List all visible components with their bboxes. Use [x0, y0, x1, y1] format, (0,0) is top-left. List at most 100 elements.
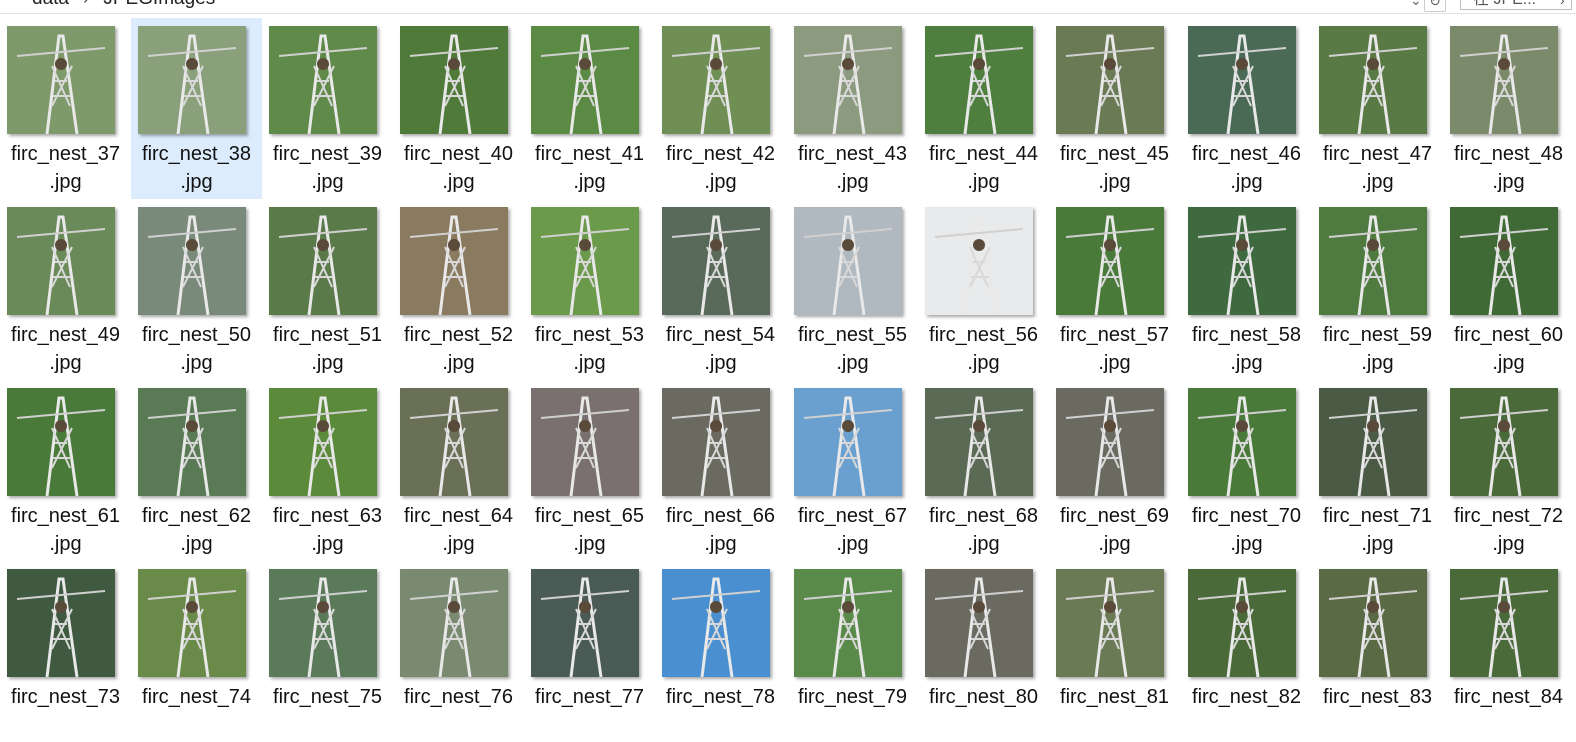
breadcrumb[interactable]: data › JPEGImages [32, 0, 215, 10]
image-thumbnail[interactable] [531, 388, 639, 496]
image-thumbnail[interactable] [400, 207, 508, 315]
image-thumbnail[interactable] [531, 207, 639, 315]
image-thumbnail[interactable] [925, 207, 1033, 315]
file-item[interactable]: firc_nest_40 .jpg [393, 18, 524, 199]
file-item[interactable]: firc_nest_73 [0, 561, 131, 742]
image-thumbnail[interactable] [400, 26, 508, 134]
image-thumbnail[interactable] [1188, 26, 1296, 134]
image-thumbnail[interactable] [138, 207, 246, 315]
file-item[interactable]: firc_nest_44 .jpg [918, 18, 1049, 199]
file-item[interactable]: firc_nest_53 .jpg [524, 199, 655, 380]
file-item[interactable]: firc_nest_64 .jpg [393, 380, 524, 561]
file-item[interactable]: firc_nest_67 .jpg [787, 380, 918, 561]
image-thumbnail[interactable] [1450, 388, 1558, 496]
file-item[interactable]: firc_nest_47 .jpg [1312, 18, 1443, 199]
image-thumbnail[interactable] [662, 569, 770, 677]
image-thumbnail[interactable] [794, 26, 902, 134]
file-item[interactable]: firc_nest_82 [1181, 561, 1312, 742]
image-thumbnail[interactable] [662, 388, 770, 496]
file-item[interactable]: firc_nest_62 .jpg [131, 380, 262, 561]
image-thumbnail[interactable] [531, 26, 639, 134]
image-thumbnail[interactable] [1319, 207, 1427, 315]
image-thumbnail[interactable] [269, 207, 377, 315]
image-thumbnail[interactable] [794, 569, 902, 677]
file-item[interactable]: firc_nest_57 .jpg [1049, 199, 1180, 380]
image-thumbnail[interactable] [7, 388, 115, 496]
file-item[interactable]: firc_nest_43 .jpg [787, 18, 918, 199]
image-thumbnail[interactable] [1056, 26, 1164, 134]
image-thumbnail[interactable] [138, 388, 246, 496]
file-item[interactable]: firc_nest_54 .jpg [655, 199, 786, 380]
file-item[interactable]: firc_nest_39 .jpg [262, 18, 393, 199]
file-item[interactable]: firc_nest_50 .jpg [131, 199, 262, 380]
image-thumbnail[interactable] [1450, 207, 1558, 315]
image-thumbnail[interactable] [794, 207, 902, 315]
file-item[interactable]: firc_nest_42 .jpg [655, 18, 786, 199]
image-thumbnail[interactable] [1188, 388, 1296, 496]
chevron-down-icon[interactable]: ⌄ [1410, 0, 1422, 8]
file-item[interactable]: firc_nest_74 [131, 561, 262, 742]
file-item[interactable]: firc_nest_45 .jpg [1049, 18, 1180, 199]
file-item[interactable]: firc_nest_41 .jpg [524, 18, 655, 199]
file-item[interactable]: firc_nest_80 [918, 561, 1049, 742]
file-item[interactable]: firc_nest_72 .jpg [1443, 380, 1574, 561]
image-thumbnail[interactable] [400, 569, 508, 677]
file-item[interactable]: firc_nest_63 .jpg [262, 380, 393, 561]
file-item[interactable]: firc_nest_51 .jpg [262, 199, 393, 380]
file-item[interactable]: firc_nest_75 [262, 561, 393, 742]
file-item[interactable]: firc_nest_60 .jpg [1443, 199, 1574, 380]
image-thumbnail[interactable] [1450, 569, 1558, 677]
file-item[interactable]: firc_nest_61 .jpg [0, 380, 131, 561]
file-item[interactable]: firc_nest_77 [524, 561, 655, 742]
image-thumbnail[interactable] [269, 569, 377, 677]
image-thumbnail[interactable] [925, 388, 1033, 496]
breadcrumb-item-data[interactable]: data [32, 0, 69, 9]
image-thumbnail[interactable] [1319, 26, 1427, 134]
file-item[interactable]: firc_nest_66 .jpg [655, 380, 786, 561]
file-item[interactable]: firc_nest_55 .jpg [787, 199, 918, 380]
image-thumbnail[interactable] [1319, 388, 1427, 496]
image-thumbnail[interactable] [7, 207, 115, 315]
file-item[interactable]: firc_nest_83 [1312, 561, 1443, 742]
refresh-icon[interactable]: ↻ [1424, 0, 1446, 12]
file-item[interactable]: firc_nest_71 .jpg [1312, 380, 1443, 561]
image-thumbnail[interactable] [7, 569, 115, 677]
file-item[interactable]: firc_nest_81 [1049, 561, 1180, 742]
file-item[interactable]: firc_nest_59 .jpg [1312, 199, 1443, 380]
image-thumbnail[interactable] [1319, 569, 1427, 677]
image-thumbnail[interactable] [531, 569, 639, 677]
image-thumbnail[interactable] [925, 569, 1033, 677]
image-thumbnail[interactable] [269, 26, 377, 134]
breadcrumb-item-folder[interactable]: JPEGImages [103, 0, 215, 9]
file-item[interactable]: firc_nest_46 .jpg [1181, 18, 1312, 199]
image-thumbnail[interactable] [7, 26, 115, 134]
file-item[interactable]: firc_nest_49 .jpg [0, 199, 131, 380]
file-item[interactable]: firc_nest_52 .jpg [393, 199, 524, 380]
image-thumbnail[interactable] [1450, 26, 1558, 134]
image-thumbnail[interactable] [269, 388, 377, 496]
search-icon[interactable]: › [1560, 0, 1565, 8]
file-item[interactable]: firc_nest_48 .jpg [1443, 18, 1574, 199]
image-thumbnail[interactable] [662, 26, 770, 134]
image-thumbnail[interactable] [1056, 388, 1164, 496]
image-thumbnail[interactable] [138, 569, 246, 677]
file-item[interactable]: firc_nest_79 [787, 561, 918, 742]
file-item[interactable]: firc_nest_70 .jpg [1181, 380, 1312, 561]
file-item[interactable]: firc_nest_69 .jpg [1049, 380, 1180, 561]
image-thumbnail[interactable] [1056, 569, 1164, 677]
file-item[interactable]: firc_nest_76 [393, 561, 524, 742]
image-thumbnail[interactable] [400, 388, 508, 496]
file-item[interactable]: firc_nest_78 [655, 561, 786, 742]
image-thumbnail[interactable] [794, 388, 902, 496]
image-thumbnail[interactable] [138, 26, 246, 134]
image-thumbnail[interactable] [1188, 569, 1296, 677]
file-item[interactable]: firc_nest_38 .jpg [131, 18, 262, 199]
image-thumbnail[interactable] [1056, 207, 1164, 315]
file-item[interactable]: firc_nest_37 .jpg [0, 18, 131, 199]
image-thumbnail[interactable] [662, 207, 770, 315]
file-item[interactable]: firc_nest_68 .jpg [918, 380, 1049, 561]
image-thumbnail[interactable] [925, 26, 1033, 134]
file-item[interactable]: firc_nest_65 .jpg [524, 380, 655, 561]
search-input[interactable]: 在 JPE... [1460, 0, 1572, 10]
image-thumbnail[interactable] [1188, 207, 1296, 315]
